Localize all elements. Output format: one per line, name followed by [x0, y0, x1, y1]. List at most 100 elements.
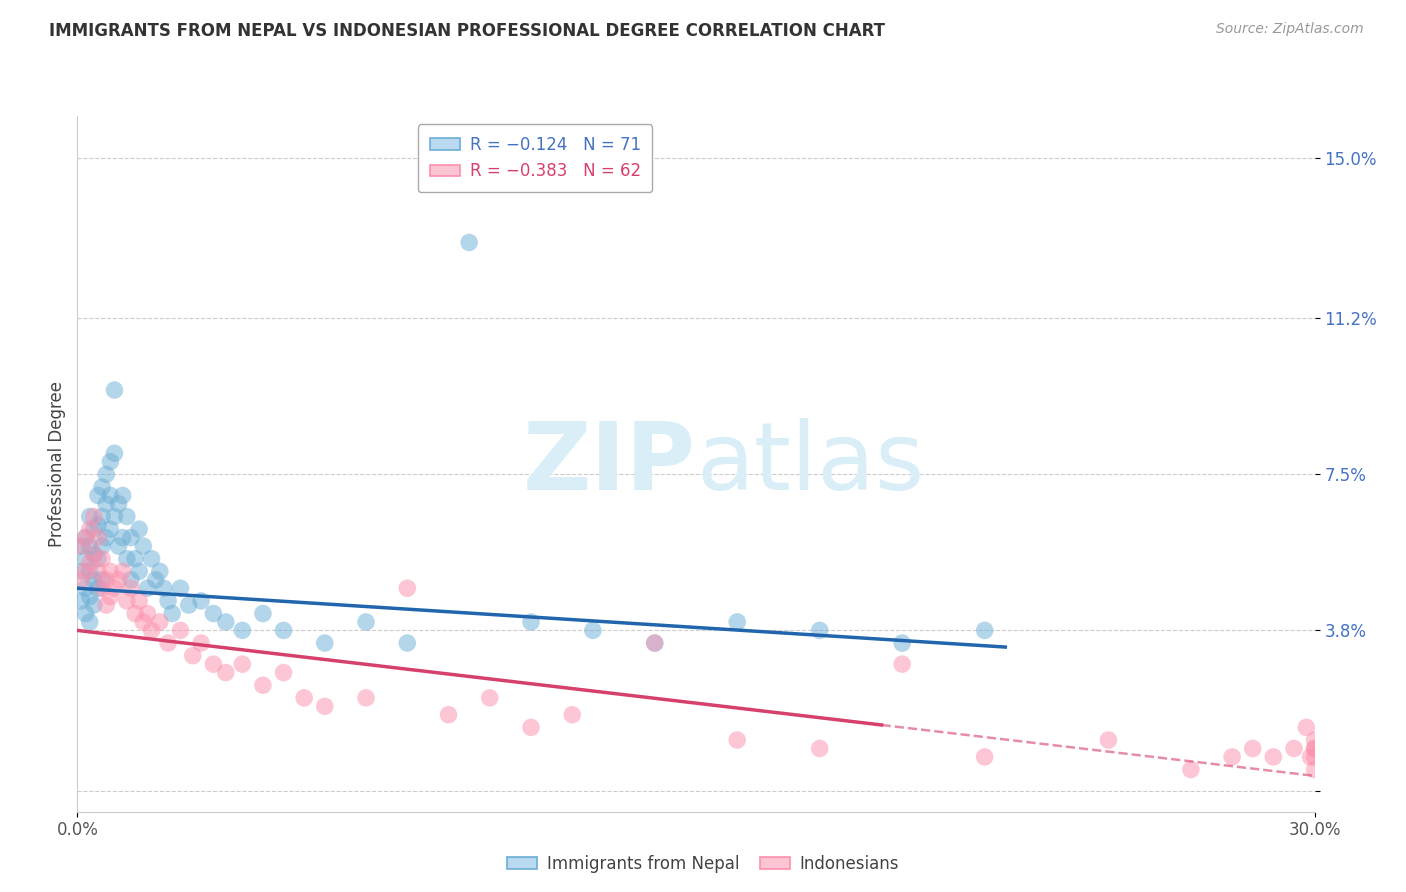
Point — [103, 383, 125, 397]
Point — [87, 565, 110, 579]
Point — [79, 522, 101, 536]
Point — [891, 657, 914, 672]
Point — [231, 657, 253, 672]
Point — [149, 615, 172, 629]
Point — [96, 531, 118, 545]
Point — [120, 531, 142, 545]
Y-axis label: Professional Degree: Professional Degree — [48, 381, 66, 547]
Text: ZIP: ZIP — [523, 417, 696, 510]
Point — [91, 509, 114, 524]
Point — [1303, 733, 1326, 747]
Point — [169, 624, 191, 638]
Point — [252, 607, 274, 621]
Point — [520, 720, 543, 734]
Point — [87, 518, 110, 533]
Point — [75, 531, 97, 545]
Point — [973, 750, 995, 764]
Point — [582, 624, 605, 638]
Point — [98, 522, 121, 536]
Point — [87, 551, 110, 566]
Point — [145, 573, 167, 587]
Point — [1303, 741, 1326, 756]
Point — [1282, 741, 1305, 756]
Point — [354, 615, 377, 629]
Point — [91, 573, 114, 587]
Point — [70, 539, 93, 553]
Point — [1299, 750, 1322, 764]
Point — [1180, 763, 1202, 777]
Point — [128, 565, 150, 579]
Point — [396, 581, 419, 595]
Point — [120, 581, 142, 595]
Point — [79, 590, 101, 604]
Point — [202, 607, 225, 621]
Point — [478, 690, 501, 705]
Point — [103, 446, 125, 460]
Point — [79, 539, 101, 553]
Point — [561, 707, 583, 722]
Point — [70, 539, 93, 553]
Point — [124, 551, 146, 566]
Point — [79, 556, 101, 570]
Point — [91, 551, 114, 566]
Point — [1097, 733, 1119, 747]
Point — [891, 636, 914, 650]
Point — [644, 636, 666, 650]
Point — [96, 467, 118, 482]
Point — [1263, 750, 1285, 764]
Point — [181, 648, 204, 663]
Point — [1303, 741, 1326, 756]
Point — [725, 615, 748, 629]
Point — [153, 581, 176, 595]
Point — [91, 581, 114, 595]
Point — [124, 607, 146, 621]
Point — [83, 509, 105, 524]
Point — [169, 581, 191, 595]
Point — [157, 594, 180, 608]
Point — [520, 615, 543, 629]
Point — [190, 636, 212, 650]
Point — [87, 531, 110, 545]
Point — [141, 551, 163, 566]
Point — [98, 565, 121, 579]
Point — [75, 565, 97, 579]
Point — [75, 531, 97, 545]
Point — [128, 594, 150, 608]
Point — [115, 594, 138, 608]
Point — [120, 573, 142, 587]
Point — [252, 678, 274, 692]
Point — [103, 581, 125, 595]
Point — [354, 690, 377, 705]
Point — [1241, 741, 1264, 756]
Point — [107, 573, 129, 587]
Point — [396, 636, 419, 650]
Point — [1220, 750, 1243, 764]
Point — [75, 607, 97, 621]
Text: IMMIGRANTS FROM NEPAL VS INDONESIAN PROFESSIONAL DEGREE CORRELATION CHART: IMMIGRANTS FROM NEPAL VS INDONESIAN PROF… — [49, 22, 886, 40]
Text: Source: ZipAtlas.com: Source: ZipAtlas.com — [1216, 22, 1364, 37]
Point — [96, 598, 118, 612]
Point — [70, 573, 93, 587]
Point — [808, 741, 831, 756]
Point — [136, 581, 159, 595]
Point — [98, 455, 121, 469]
Point — [141, 624, 163, 638]
Point — [1303, 750, 1326, 764]
Point — [136, 607, 159, 621]
Legend: Immigrants from Nepal, Indonesians: Immigrants from Nepal, Indonesians — [501, 848, 905, 880]
Point — [177, 598, 200, 612]
Point — [973, 624, 995, 638]
Point — [437, 707, 460, 722]
Point — [132, 615, 155, 629]
Point — [231, 624, 253, 638]
Point — [292, 690, 315, 705]
Point — [458, 235, 481, 250]
Point — [70, 594, 93, 608]
Point — [83, 598, 105, 612]
Point — [273, 624, 295, 638]
Point — [202, 657, 225, 672]
Text: atlas: atlas — [696, 417, 924, 510]
Point — [111, 488, 134, 502]
Point — [91, 539, 114, 553]
Point — [314, 699, 336, 714]
